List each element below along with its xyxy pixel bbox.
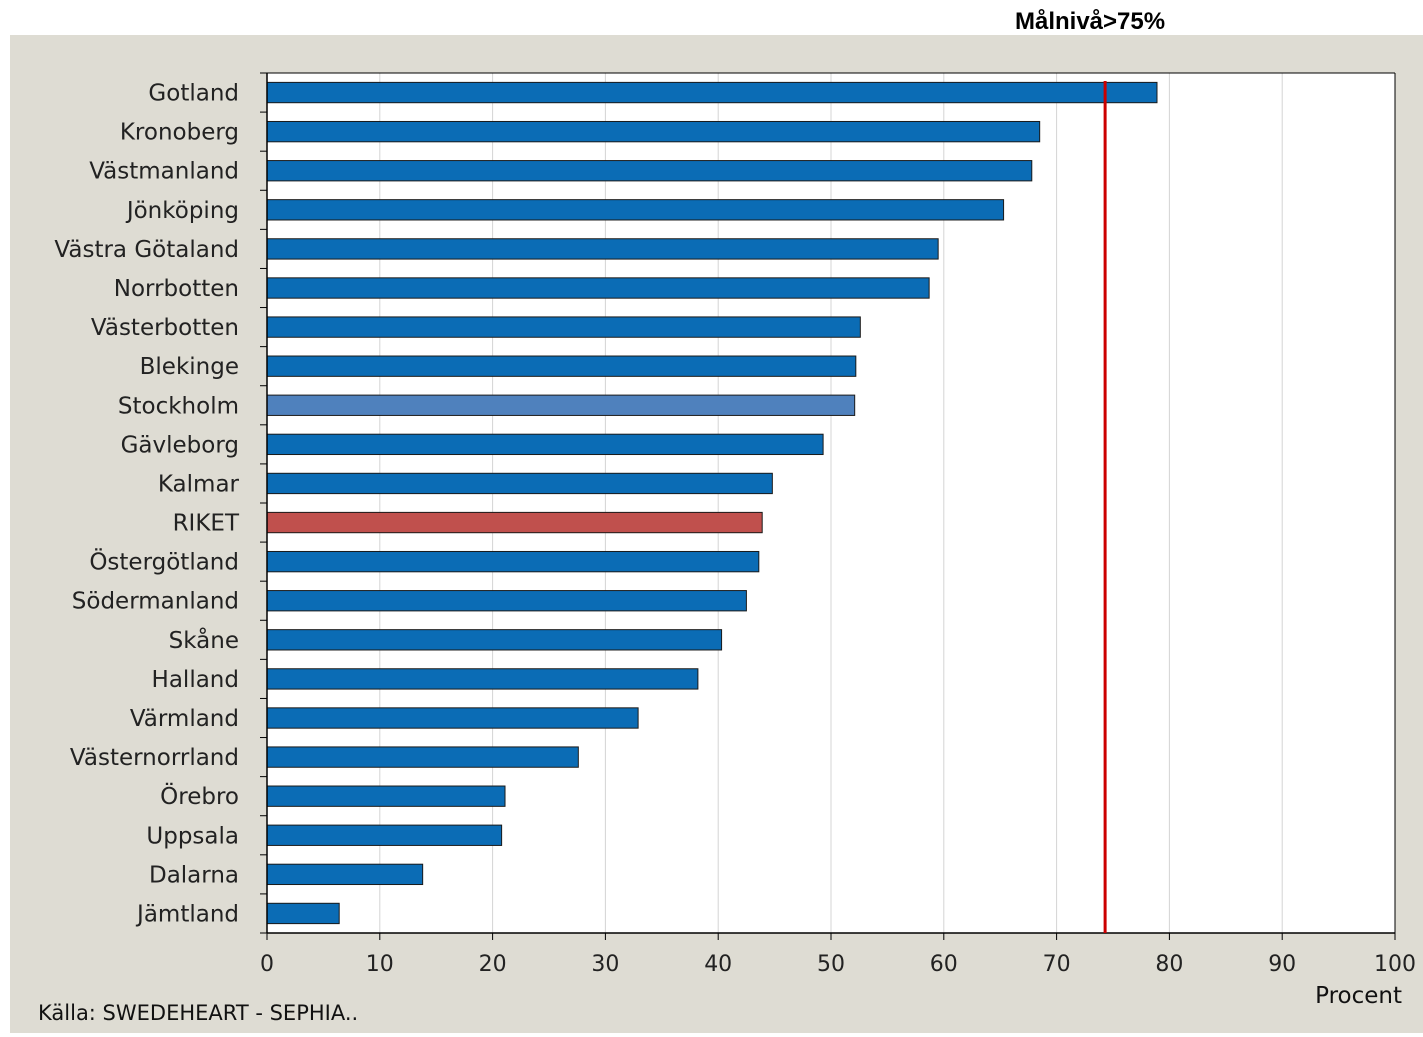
bar [266, 629, 723, 651]
category-label: Uppsala [146, 823, 239, 849]
category-label: Norrbotten [114, 276, 239, 302]
bar [266, 863, 424, 886]
bar [266, 277, 930, 299]
x-tick-label: 80 [1155, 952, 1183, 977]
bar [266, 590, 747, 612]
x-tick-label: 20 [479, 952, 507, 977]
source-label: Källa: SWEDEHEART - SEPHIA.. [38, 1001, 358, 1025]
bar [266, 785, 506, 807]
bar [266, 746, 579, 768]
bar [266, 550, 760, 573]
category-label: Skåne [169, 626, 239, 654]
x-tick-label: 50 [817, 952, 845, 977]
x-tick-label: 10 [366, 952, 394, 977]
category-label: Blekinge [140, 354, 239, 380]
category-label: Västmanland [89, 159, 239, 185]
bar [266, 199, 1005, 221]
bar [266, 120, 1041, 143]
category-label: RIKET [173, 511, 240, 537]
category-label: Kronoberg [120, 120, 239, 146]
bar [266, 81, 1158, 104]
category-label: Gävleborg [121, 432, 239, 458]
bar [266, 472, 773, 495]
x-tick-label: 100 [1374, 952, 1416, 977]
x-tick-label: 90 [1268, 952, 1296, 977]
bar [266, 668, 699, 690]
category-label: Gotland [148, 81, 239, 107]
category-label: Västernorrland [70, 745, 239, 771]
category-label: Värmland [130, 706, 239, 732]
category-labels: Gotland Kronoberg Västmanland Jönköping Väst… [54, 72, 267, 934]
x-tick-label: 0 [260, 952, 274, 977]
category-label: Kalmar [158, 471, 240, 497]
bar [266, 238, 939, 260]
category-label: Västerbotten [91, 315, 239, 341]
x-axis-ticks: 0 10 20 30 40 50 60 70 80 90 100 [260, 933, 1416, 977]
bar [266, 707, 639, 729]
category-label: Örebro [160, 782, 239, 810]
category-label: Stockholm [118, 393, 239, 419]
bar [266, 160, 1033, 182]
bar [266, 433, 824, 456]
bar [266, 824, 503, 846]
bar [266, 394, 856, 416]
category-label: Dalarna [149, 862, 239, 888]
category-label: Västra Götaland [54, 237, 239, 263]
bar [266, 316, 861, 338]
category-label: Östergötland [89, 548, 239, 576]
bar [266, 511, 763, 534]
category-label: Jämtland [135, 901, 239, 927]
x-tick-label: 60 [930, 952, 958, 977]
target-annotation-label: Målnivå>75% [1015, 8, 1166, 35]
category-label: Jönköping [125, 198, 239, 224]
bar [266, 902, 340, 925]
category-label: Halland [152, 667, 239, 693]
x-tick-label: 70 [1043, 952, 1071, 977]
x-tick-label: 30 [591, 952, 619, 977]
x-tick-label: 40 [704, 952, 732, 977]
x-axis-label: Procent [1315, 983, 1402, 1009]
category-label: Södermanland [72, 589, 239, 615]
bar [266, 355, 857, 377]
